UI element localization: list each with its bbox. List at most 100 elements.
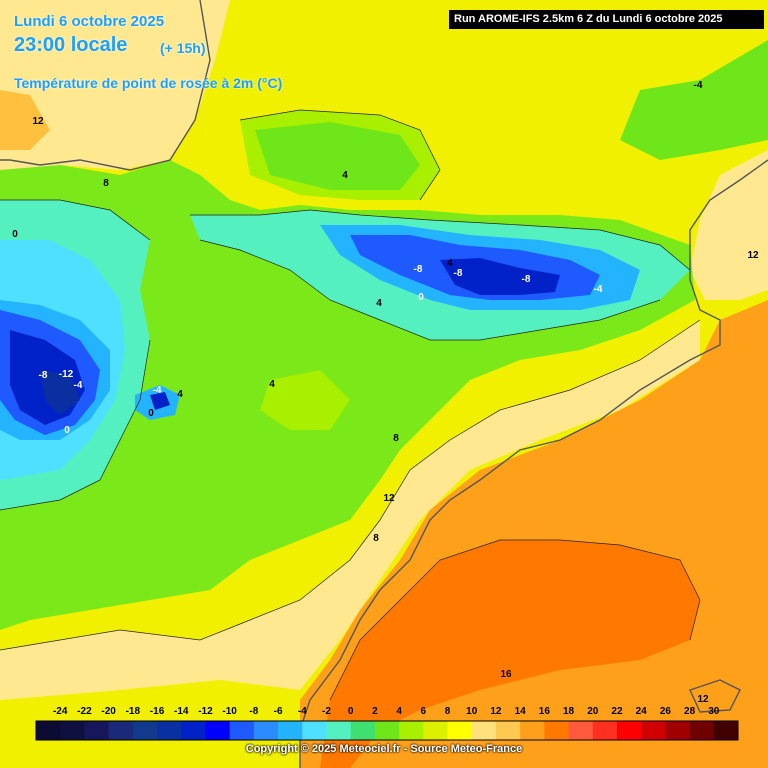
legend-tick-label: -6 <box>273 706 283 717</box>
legend-swatch <box>544 721 570 740</box>
contour-value-label: 4 <box>447 258 453 269</box>
legend-tick-label: 12 <box>490 706 502 717</box>
legend-swatch <box>616 721 642 740</box>
legend-tick-label: 16 <box>538 706 550 717</box>
color-legend <box>35 720 739 741</box>
contour-value-label: -8 <box>414 264 423 275</box>
contour-value-label: 4 <box>342 170 348 181</box>
contour-value-label: -8 <box>522 274 531 285</box>
legend-swatch <box>665 721 691 740</box>
legend-tick-label: 20 <box>587 706 599 717</box>
legend-swatch <box>326 721 352 740</box>
contour-value-label: 8 <box>373 533 379 544</box>
contour-value-label: -8 <box>39 370 48 381</box>
forecast-lead: (+ 15h) <box>160 40 206 56</box>
contour-value-label: 12 <box>747 250 759 261</box>
legend-swatch <box>399 721 424 740</box>
legend-swatch <box>350 721 376 740</box>
legend-swatch <box>689 721 715 740</box>
region-pale-east <box>690 150 768 300</box>
legend-tick-label: 0 <box>347 706 354 717</box>
region-pale-coast <box>0 320 700 700</box>
legend-swatch <box>60 721 85 740</box>
region-green-north-inner <box>255 122 420 190</box>
legend-tick-label: -22 <box>77 706 92 717</box>
region-green-northeast <box>620 40 768 160</box>
run-info-banner: Run AROME-IFS 2.5km 6 Z du Lundi 6 octob… <box>449 10 764 29</box>
legend-tick-label: -12 <box>198 706 213 717</box>
contour-lines <box>0 109 701 701</box>
legend-tick-label: 28 <box>684 706 696 717</box>
legend-swatch <box>278 721 303 740</box>
contour-value-label: 4 <box>269 379 275 390</box>
legend-swatch <box>641 721 666 740</box>
legend-swatch <box>132 721 158 740</box>
legend-tick-label: 8 <box>444 706 451 717</box>
legend-tick-label: 22 <box>611 706 623 717</box>
legend-tick-label: -20 <box>101 706 116 717</box>
legend-tick-label: -2 <box>322 706 331 717</box>
legend-swatch <box>205 721 231 740</box>
legend-swatch <box>374 721 400 740</box>
legend-swatch <box>108 721 134 740</box>
contour-value-label: 0 <box>418 292 424 303</box>
contour-value-label: 12 <box>697 694 709 705</box>
legend-tick-label: 18 <box>562 706 575 717</box>
contour-value-label: 4 <box>177 389 183 400</box>
legend-tick-label: 30 <box>708 706 720 717</box>
contour-value-label: 4 <box>376 298 382 309</box>
legend-swatches <box>35 720 739 741</box>
legend-swatch <box>423 721 449 740</box>
legend-swatch <box>157 721 182 740</box>
legend-swatch <box>229 721 255 740</box>
legend-swatch <box>84 721 110 740</box>
legend-border <box>35 720 739 741</box>
copyright-text: Copyright © 2025 Meteociel.fr - Source M… <box>245 743 523 755</box>
contour-value-label: 12 <box>383 493 395 504</box>
legend-tick-label: 10 <box>466 706 478 717</box>
contour-value-label: -4 <box>694 80 703 91</box>
contour-value-label: 16 <box>500 669 512 680</box>
legend-tick-label: -14 <box>174 706 189 717</box>
legend-swatch <box>181 721 206 740</box>
contour-value-label: -8 <box>454 268 463 279</box>
legend-tick-label: 24 <box>635 706 647 717</box>
contour-value-label: -4 <box>594 284 603 295</box>
region-deep-orange-sea <box>320 540 700 768</box>
legend-tick-label: 2 <box>372 706 378 717</box>
forecast-date: Lundi 6 octobre 2025 <box>14 13 165 30</box>
legend-swatch <box>713 721 739 740</box>
region-navy-west <box>40 370 80 415</box>
region-dark-patch <box>150 392 170 410</box>
contour-value-label: 0 <box>148 408 154 419</box>
contour-value-label: -4 <box>153 385 162 396</box>
legend-tick-label: -8 <box>249 706 259 717</box>
legend-swatch <box>495 721 521 740</box>
legend-tick-label: -18 <box>125 706 141 717</box>
legend-swatch <box>302 721 327 740</box>
legend-swatch <box>592 721 618 740</box>
legend-tick-label: 4 <box>396 706 402 717</box>
contour-value-label: 12 <box>32 116 44 127</box>
legend-tick-label: -10 <box>222 706 237 717</box>
contour-value-label: -12 <box>59 369 74 380</box>
legend-swatch <box>36 721 61 740</box>
legend-swatch <box>520 721 545 740</box>
legend-swatch <box>447 721 473 740</box>
legend-swatch <box>253 721 279 740</box>
contour-value-label: 0 <box>64 425 70 436</box>
legend-swatch <box>471 721 497 740</box>
contour-value-label: 8 <box>103 178 109 189</box>
legend-tick-label: 14 <box>514 706 526 717</box>
legend-swatch <box>568 721 594 740</box>
forecast-time: 23:00 locale <box>14 34 128 56</box>
contour-value-label: -4 <box>74 380 83 391</box>
parameter-title: Température de point de rosée à 2m (°C) <box>14 75 283 91</box>
legend-tick-label: 6 <box>420 706 427 717</box>
legend-tick-label: 26 <box>659 706 671 717</box>
region-green-center <box>260 370 350 430</box>
